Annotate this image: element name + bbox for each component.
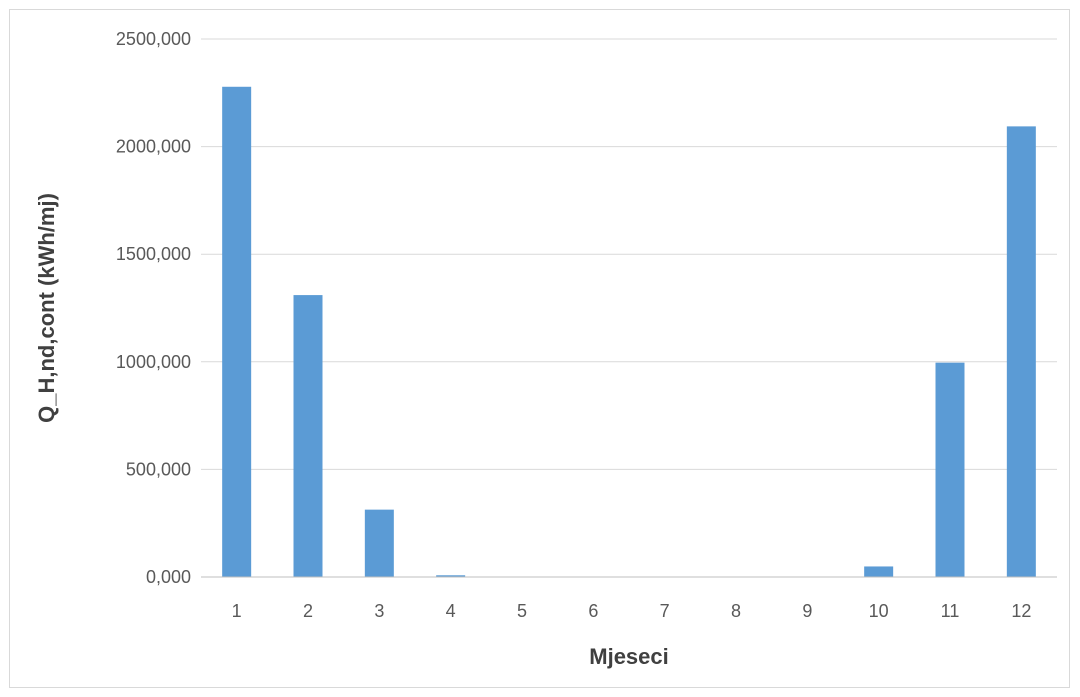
- x-tick-label: 3: [374, 601, 384, 621]
- bar-12: [1006, 126, 1036, 577]
- bar-1: [222, 86, 252, 577]
- y-tick-label: 1500,000: [116, 244, 191, 264]
- x-tick-label: 2: [303, 601, 313, 621]
- x-tick-label: 11: [941, 601, 960, 621]
- bar-11: [935, 362, 965, 577]
- x-tick-label: 6: [588, 601, 598, 621]
- y-axis-title: Q_H,nd,cont (kWh/mj): [34, 193, 59, 423]
- x-tick-label: 8: [731, 601, 741, 621]
- x-tick-label: 1: [232, 601, 242, 621]
- bar-4: [436, 575, 466, 577]
- y-tick-label: 2500,000: [116, 29, 191, 49]
- bar-2: [293, 295, 323, 577]
- x-tick-label: 12: [1011, 601, 1031, 621]
- y-tick-labels: 0,000 500,000 1000,000 1500,000 2000,000 2500…: [116, 29, 191, 587]
- x-tick-label: 7: [660, 601, 670, 621]
- x-tick-label: 10: [869, 601, 889, 621]
- bars: [222, 86, 1036, 577]
- x-tick-label: 5: [517, 601, 527, 621]
- gridlines: [201, 38, 1057, 470]
- x-axis-title: Mjeseci: [589, 644, 669, 669]
- x-tick-label: 9: [802, 601, 812, 621]
- x-tick-label: 4: [446, 601, 456, 621]
- bar-3: [364, 509, 394, 577]
- y-tick-label: 2000,000: [116, 137, 191, 157]
- bar-10: [864, 566, 894, 577]
- y-tick-label: 1000,000: [116, 352, 191, 372]
- x-tick-labels: 1 2 3 4 5 6 7 8 9 10 11 12: [232, 601, 1032, 621]
- y-tick-label: 500,000: [126, 459, 191, 479]
- y-tick-label: 0,000: [146, 567, 191, 587]
